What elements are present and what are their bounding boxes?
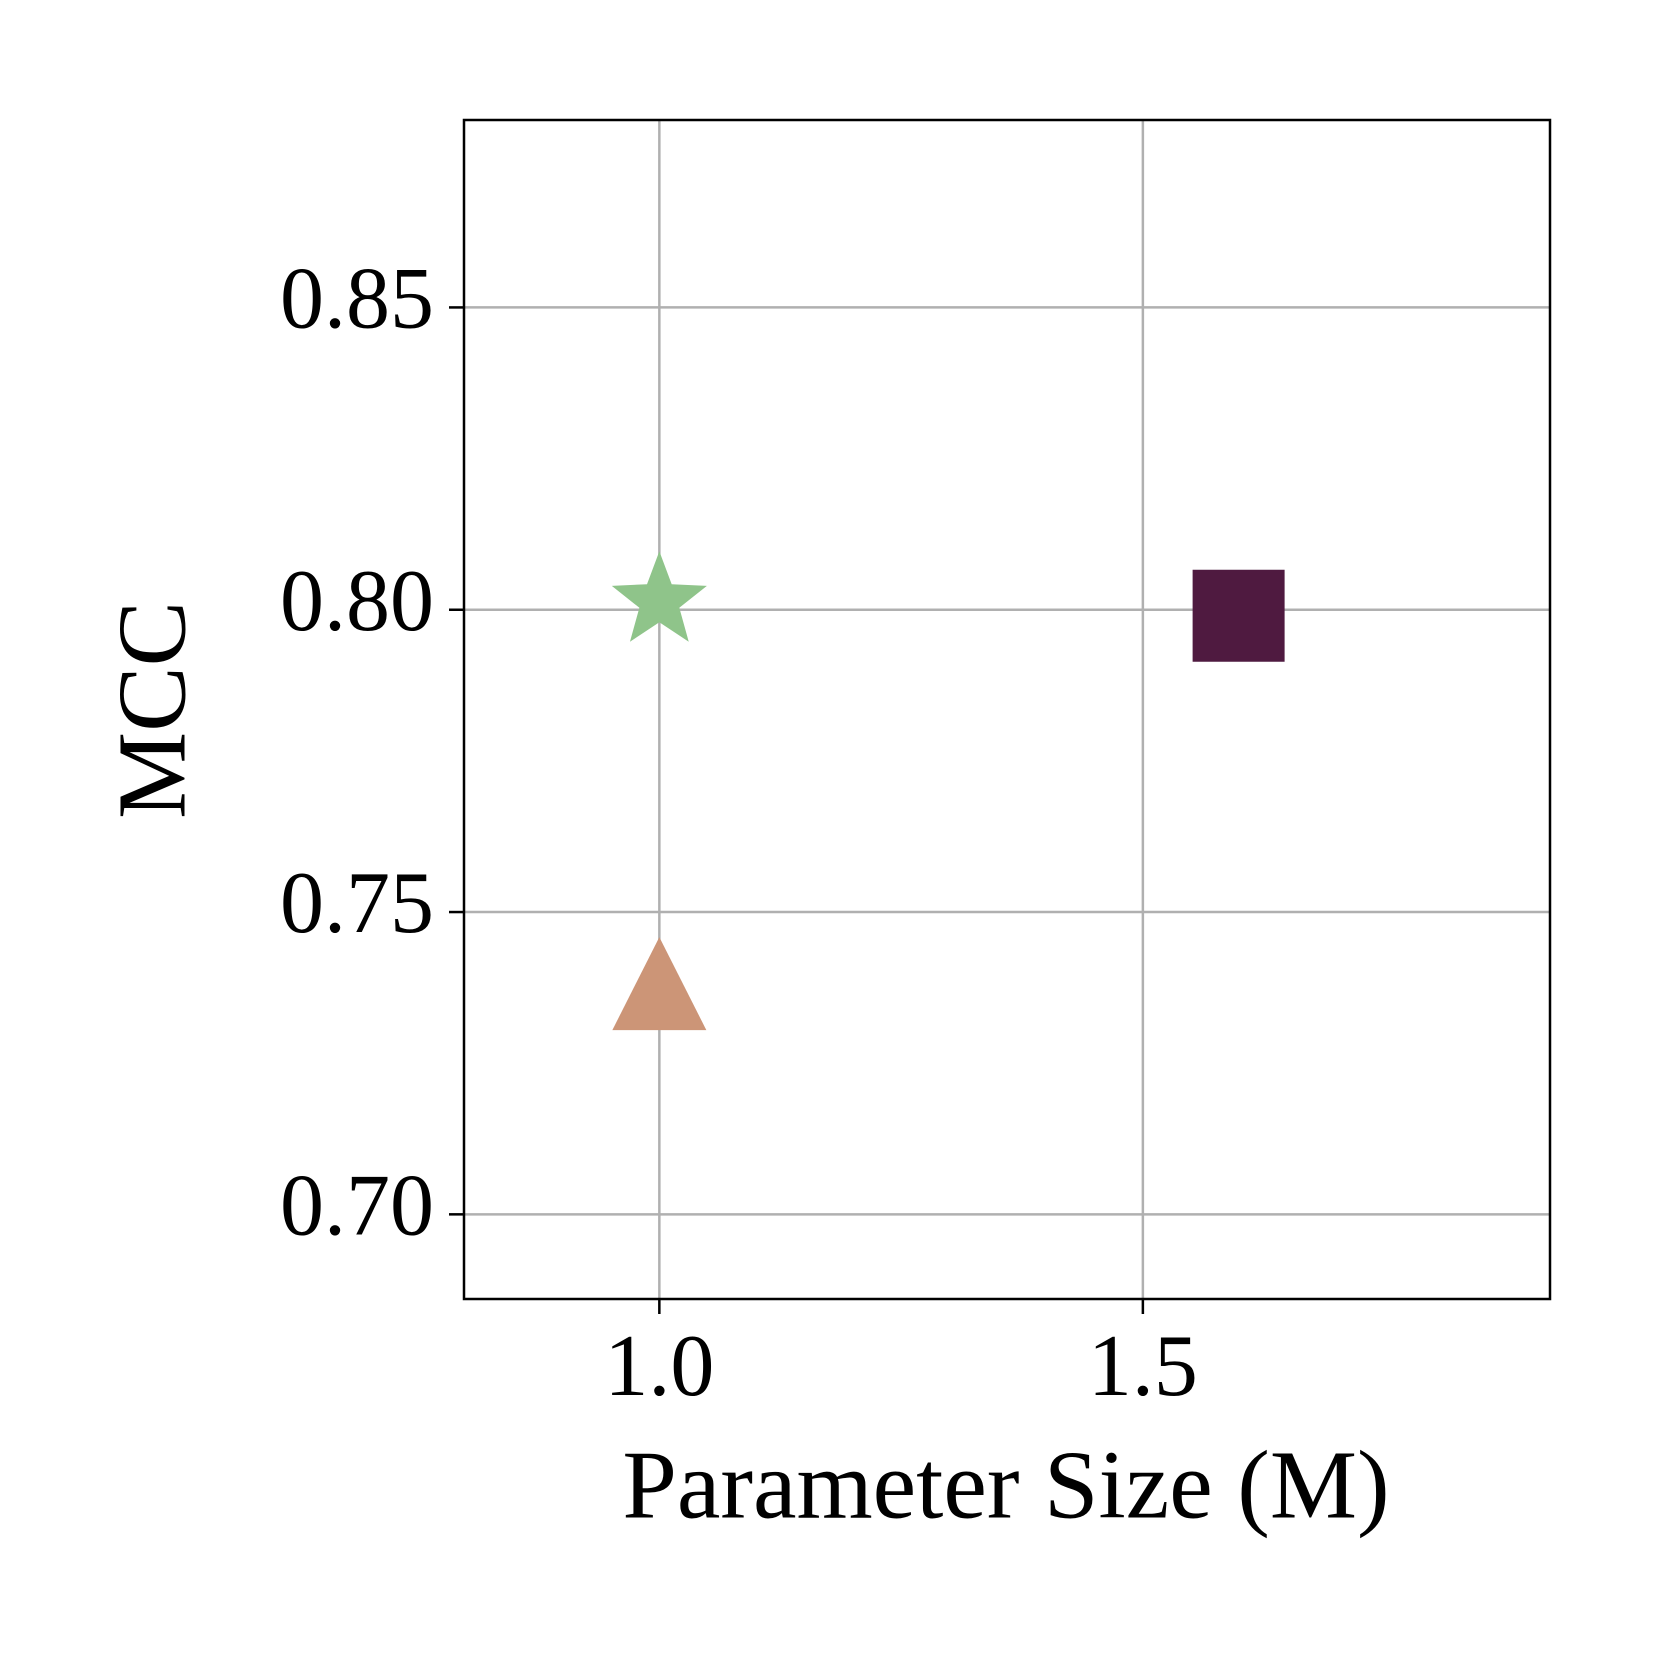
point bbox=[611, 551, 707, 642]
point bbox=[612, 937, 707, 1031]
x-axis-label: Parameter Size (M) bbox=[622, 1431, 1389, 1539]
plot-frame bbox=[462, 118, 1552, 1301]
y-tick-label: 0.80 bbox=[280, 553, 434, 650]
y-tick-label: 0.70 bbox=[280, 1158, 434, 1255]
x-tick-label: 1.0 bbox=[604, 1318, 714, 1415]
y-tick-label: 0.75 bbox=[280, 855, 434, 952]
point bbox=[1192, 569, 1285, 662]
y-tick-label: 0.85 bbox=[280, 251, 434, 348]
y-axis-label: MCC bbox=[98, 601, 206, 819]
x-tick-label: 1.5 bbox=[1088, 1318, 1198, 1415]
